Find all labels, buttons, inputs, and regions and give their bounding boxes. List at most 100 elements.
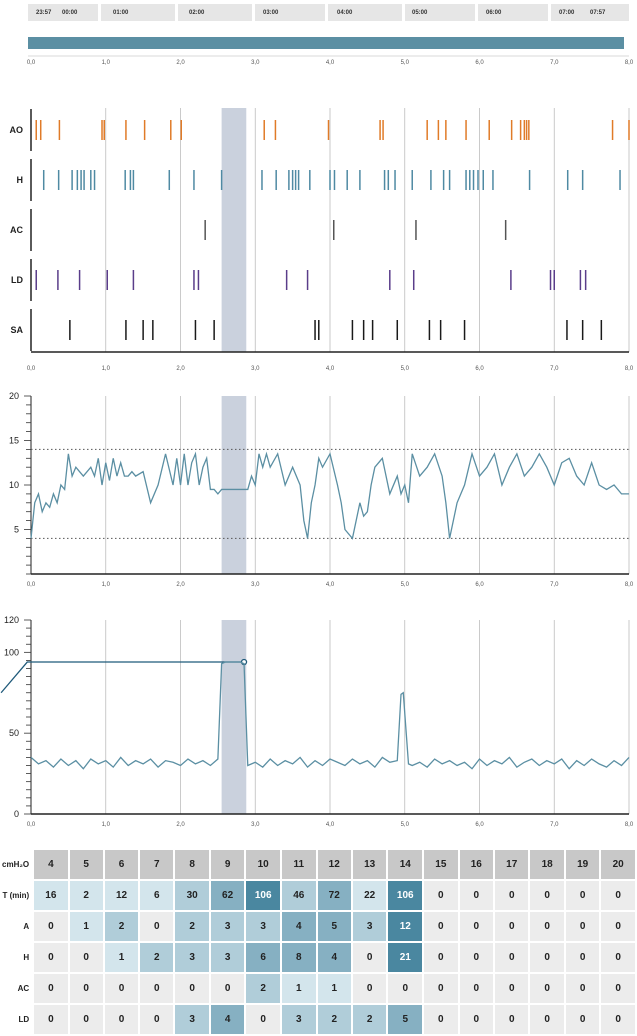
x-tick-label: 3,0 [251, 582, 260, 588]
table-row: H 0 0 1 2 3 3 6 8 4 0 21 0 0 0 0 0 0 [2, 943, 635, 974]
setpoint-line [0, 661, 245, 694]
table-column-header: 19 [565, 850, 600, 881]
table-cell: 16 [34, 881, 68, 912]
table-cell: 0 [140, 912, 174, 943]
table-cell: 72 [317, 881, 351, 912]
table-cell: 0 [34, 912, 68, 943]
table-cell: 1 [282, 974, 316, 1005]
event-row-label: SA [10, 325, 23, 335]
table-column-header: 4 [34, 850, 68, 881]
event-x-tick-label: 8,0 [625, 366, 634, 372]
table-cell: 2 [317, 1005, 351, 1036]
table-cell: 1 [69, 912, 103, 943]
table-cell: 0 [530, 943, 564, 974]
highlight-band [221, 620, 247, 814]
table-cell: 0 [565, 1005, 600, 1036]
table-cell: 30 [175, 881, 209, 912]
table-cell: 0 [69, 974, 103, 1005]
y-tick-label: 100 [4, 647, 19, 657]
x-tick-label: 5,0 [401, 582, 410, 588]
time-label: 01:00 [113, 10, 129, 16]
table-cell: 21 [388, 943, 423, 974]
time-strip: 23:57 00:00 01:00 02:00 03:00 04:00 05:0… [28, 4, 629, 21]
table-column-header: 11 [282, 850, 316, 881]
table-column-header: 13 [352, 850, 387, 881]
table-cell: 3 [175, 1005, 209, 1036]
table-column-header: 6 [104, 850, 139, 881]
table-cell: 2 [104, 912, 139, 943]
table-row-label: T (min) [2, 881, 33, 912]
table-cell: 0 [459, 943, 494, 974]
table-cell: 4 [210, 1005, 245, 1036]
table-row: A 0 1 2 0 2 3 3 4 5 3 12 0 0 0 0 0 0 [2, 912, 635, 943]
y-tick-label: 120 [4, 615, 19, 625]
table-cell: 0 [495, 974, 529, 1005]
table-cell: 0 [424, 1005, 458, 1036]
y-tick-label: 0 [14, 809, 19, 819]
table-row-label: AC [2, 974, 33, 1005]
table-cell: 0 [104, 974, 139, 1005]
table-cell: 3 [352, 912, 387, 943]
table-row-label: H [2, 943, 33, 974]
time-segment [328, 4, 402, 21]
table-cell: 0 [34, 974, 68, 1005]
x-tick-label: 2,0 [176, 582, 185, 588]
table-cell: 3 [210, 943, 245, 974]
recording-bar [28, 37, 624, 49]
table-cell: 0 [69, 1005, 103, 1036]
table-cell: 0 [424, 943, 458, 974]
table-cell: 6 [246, 943, 281, 974]
x-tick-label: 4,0 [326, 822, 335, 828]
table-column-header: 12 [317, 850, 351, 881]
table-cell: 3 [175, 943, 209, 974]
time-label: 05:00 [412, 10, 428, 16]
highlight-band [221, 396, 247, 574]
table-cell: 3 [246, 912, 281, 943]
table-cell: 2 [175, 912, 209, 943]
table-cell: 0 [530, 881, 564, 912]
time-segment [405, 4, 475, 21]
x-tick-label: 8,0 [625, 822, 634, 828]
time-label: 07:00 [559, 10, 575, 16]
table-column-header: 7 [140, 850, 174, 881]
table-cell: 12 [104, 881, 139, 912]
top-axis-tick-label: 5,0 [401, 60, 410, 66]
table-column-header: 17 [495, 850, 529, 881]
table-cell: 2 [69, 881, 103, 912]
x-tick-label: 0,0 [27, 582, 36, 588]
table-cell: 0 [495, 943, 529, 974]
table-cell: 5 [388, 1005, 423, 1036]
table-column-header: 8 [175, 850, 209, 881]
x-tick-label: 1,0 [102, 582, 111, 588]
table-column-header: 5 [69, 850, 103, 881]
table-cell: 0 [530, 912, 564, 943]
table-cell: 0 [459, 1005, 494, 1036]
table-cell: 62 [210, 881, 245, 912]
time-segment [255, 4, 325, 21]
time-segment [478, 4, 548, 21]
time-label: 04:00 [337, 10, 353, 16]
x-tick-label: 2,0 [176, 822, 185, 828]
x-tick-label: 4,0 [326, 582, 335, 588]
table-cell: 0 [565, 943, 600, 974]
table-row-label: LD [2, 1005, 33, 1036]
table-row: T (min) 16 2 12 6 30 62 106 46 72 22 106 0 0 0 0 0 0 [2, 881, 635, 912]
table-cell: 8 [282, 943, 316, 974]
time-label: 23:57 [36, 10, 52, 16]
table-cell: 0 [352, 974, 387, 1005]
table-cell: 0 [34, 943, 68, 974]
y-tick-label: 50 [9, 728, 19, 738]
table-cell: 0 [388, 974, 423, 1005]
table-column-header: 14 [388, 850, 423, 881]
table-cell: 22 [352, 881, 387, 912]
table-cell: 0 [601, 881, 635, 912]
event-x-tick-label: 4,0 [326, 366, 335, 372]
table-header-row: cmH₂O 4 5 6 7 8 9 10 11 12 13 14 15 16 17 18 19 20 [2, 850, 635, 881]
table-cell: 0 [424, 881, 458, 912]
table-cell: 0 [565, 881, 600, 912]
y-tick-label: 5 [14, 525, 19, 535]
table-column-header: 9 [210, 850, 245, 881]
table-cell: 12 [388, 912, 423, 943]
event-row-label: H [17, 175, 24, 185]
table-cell: 0 [601, 943, 635, 974]
